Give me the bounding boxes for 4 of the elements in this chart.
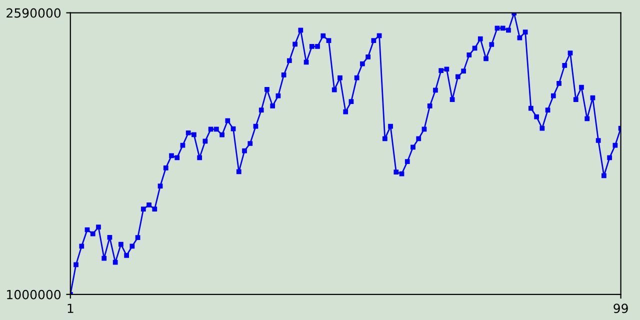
y-tick-label: 1000000 — [7, 290, 61, 300]
x-tick-label: 99 — [614, 304, 628, 314]
x-tick-label: 1 — [68, 304, 74, 313]
y-tick-label: 2590000 — [6, 8, 61, 18]
